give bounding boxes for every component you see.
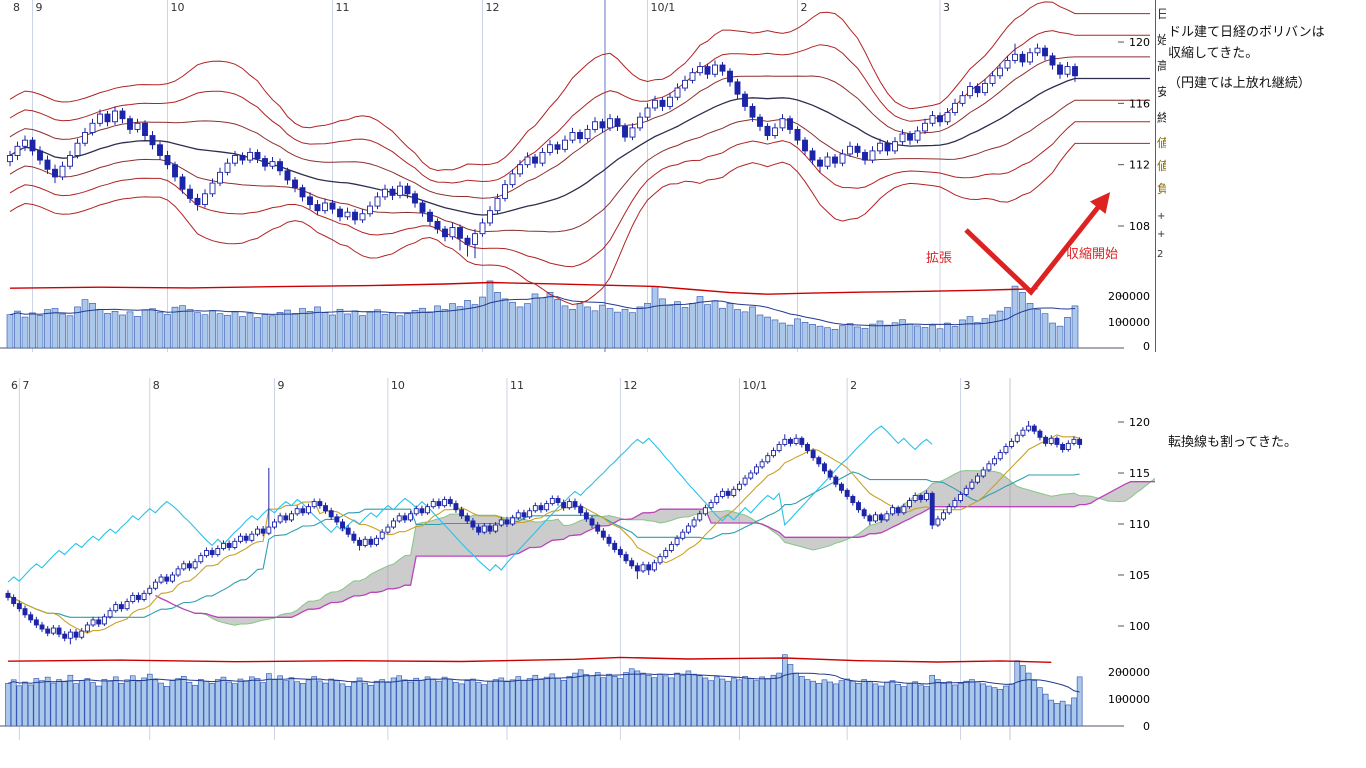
quote-label-clipped: 値 <box>1157 136 1166 150</box>
bollinger-bands <box>9 1 1150 306</box>
quote-label-clipped: 2 <box>1157 249 1164 260</box>
month-labels: 8 9 10 11 12 10/1 2 3 <box>13 1 950 14</box>
volume-ma-long <box>9 281 1038 295</box>
svg-text:100000: 100000 <box>1108 693 1150 706</box>
tenkan-line <box>7 434 1080 634</box>
volume-ma-short <box>7 672 1080 693</box>
quote-label-clipped: 高 <box>1157 59 1166 73</box>
annotations: 拡張 収縮開始 <box>926 192 1118 296</box>
svg-text:12: 12 <box>623 379 637 392</box>
svg-text:0: 0 <box>1143 720 1150 733</box>
svg-text:108: 108 <box>1129 220 1150 233</box>
ichimoku-chart-pane: 100 105 110 115 120 200000 100000 0 6 7 8 9 10 11 12 10… <box>0 378 1155 740</box>
svg-text:3: 3 <box>943 1 950 14</box>
svg-text:100: 100 <box>1129 620 1150 633</box>
svg-text:10: 10 <box>171 1 185 14</box>
svg-text:11: 11 <box>510 379 524 392</box>
quote-label-clipped: 終 <box>1157 111 1166 125</box>
svg-text:112: 112 <box>1129 159 1150 172</box>
volume-ma-short <box>9 296 1076 327</box>
ichimoku-chart[interactable]: 100 105 110 115 120 200000 100000 0 6 7 8 9 10 11 12 10… <box>0 378 1155 740</box>
svg-text:収縮開始: 収縮開始 <box>1066 246 1118 262</box>
svg-text:120: 120 <box>1129 36 1150 49</box>
svg-text:110: 110 <box>1129 518 1150 531</box>
quote-label-clipped: + <box>1157 211 1166 222</box>
axis-labels: 108 112 116 120 200000 100000 0 <box>1108 36 1150 352</box>
candles <box>5 420 1083 645</box>
svg-text:12: 12 <box>486 1 500 14</box>
note-line: 収縮してきた。 <box>1168 46 1259 61</box>
svg-text:116: 116 <box>1129 97 1150 110</box>
quote-label-clipped: 値 <box>1157 159 1166 173</box>
side-panel: 日始高安終値値負 + +2 ドル建て日経のボリバンは 収縮してきた。 （円建ては上放… <box>1155 0 1366 768</box>
svg-text:200000: 200000 <box>1108 666 1150 679</box>
svg-text:6: 6 <box>11 379 18 392</box>
note-line: ドル建て日経のボリバンは <box>1168 25 1325 40</box>
svg-text:9: 9 <box>36 1 43 14</box>
svg-text:0: 0 <box>1143 340 1150 352</box>
analyst-note-top: ドル建て日経のボリバンは 収縮してきた。 （円建ては上放れ継続） <box>1168 22 1364 94</box>
analyst-note-bottom: 転換線も割ってきた。 <box>1168 435 1297 450</box>
ichimoku-cloud <box>7 425 1155 634</box>
svg-text:拡張: 拡張 <box>926 251 952 266</box>
note-line: （円建ては上放れ継続） <box>1168 76 1311 91</box>
chikou-line <box>7 425 933 583</box>
svg-text:8: 8 <box>153 379 160 392</box>
svg-text:2: 2 <box>801 1 808 14</box>
svg-text:9: 9 <box>277 379 284 392</box>
quote-label-clipped: 安 <box>1157 85 1166 99</box>
svg-text:105: 105 <box>1129 569 1150 582</box>
axis-labels: 100 105 110 115 120 200000 100000 0 <box>1108 416 1150 733</box>
month-labels: 6 7 8 9 10 11 12 10/1 2 3 <box>11 379 971 392</box>
volume-bars <box>5 654 1083 727</box>
svg-text:10/1: 10/1 <box>742 379 767 392</box>
quote-panel-clipped: 日始高安終値値負 + +2 <box>1157 2 1166 270</box>
svg-text:200000: 200000 <box>1108 290 1150 303</box>
svg-text:120: 120 <box>1129 416 1150 429</box>
quote-label-clipped: 負 <box>1157 182 1166 196</box>
trend-arrow <box>964 192 1111 296</box>
svg-text:10/1: 10/1 <box>651 1 676 14</box>
svg-text:10: 10 <box>391 379 405 392</box>
volume-ma-long <box>7 656 1052 663</box>
quote-label-clipped: + <box>1157 229 1166 240</box>
svg-text:7: 7 <box>22 379 29 392</box>
quote-label-clipped: 始 <box>1157 33 1166 47</box>
svg-text:8: 8 <box>13 1 20 14</box>
svg-text:100000: 100000 <box>1108 316 1150 329</box>
candles <box>7 43 1078 259</box>
svg-text:115: 115 <box>1129 467 1150 480</box>
volume-bars <box>6 280 1079 349</box>
senkou-b-line <box>155 481 1155 618</box>
bollinger-chart[interactable]: 108 112 116 120 200000 100000 0 8 9 10 11 12 10/1 2 3 拡… <box>0 0 1155 352</box>
quote-label-clipped: 日 <box>1157 7 1166 21</box>
svg-text:11: 11 <box>336 1 350 14</box>
bollinger-chart-pane: 108 112 116 120 200000 100000 0 8 9 10 11 12 10/1 2 3 拡… <box>0 0 1155 352</box>
month-gridlines <box>32 0 941 352</box>
senkou-a-line <box>155 469 1155 626</box>
svg-text:2: 2 <box>850 379 857 392</box>
svg-text:3: 3 <box>964 379 971 392</box>
panel-divider <box>1155 0 1156 352</box>
